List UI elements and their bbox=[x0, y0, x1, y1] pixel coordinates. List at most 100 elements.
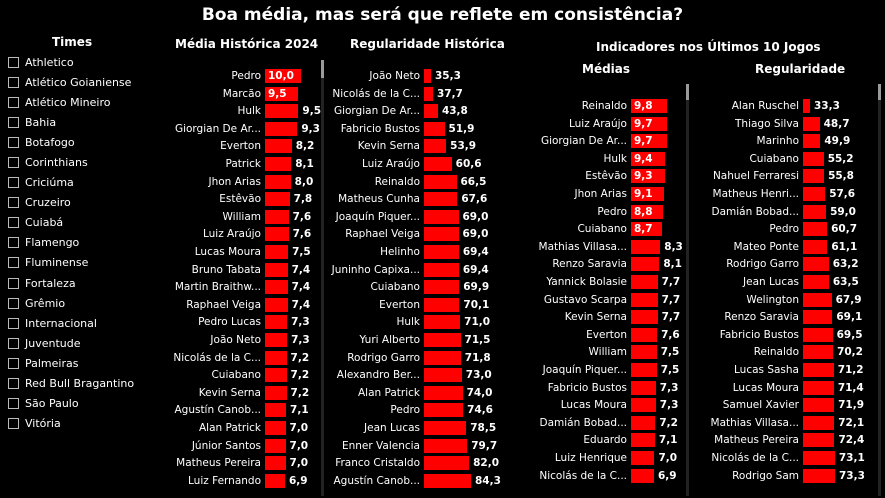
bar-category-label: Welington bbox=[746, 293, 799, 306]
bar-row: Nicolás de la C... 37,7 bbox=[332, 86, 484, 102]
team-option[interactable]: Fortaleza bbox=[8, 273, 140, 293]
team-option[interactable]: Palmeiras bbox=[8, 353, 140, 373]
bar bbox=[424, 297, 460, 312]
bar-row: Welington 67,9 bbox=[700, 292, 876, 308]
checkbox[interactable] bbox=[8, 297, 19, 309]
checkbox[interactable] bbox=[8, 157, 19, 169]
team-option[interactable]: Cuiabá bbox=[8, 213, 140, 233]
bar-row: João Neto 7,3 bbox=[150, 332, 318, 348]
bar-category-label: Nicolás de la C... bbox=[539, 469, 627, 482]
checkbox[interactable] bbox=[8, 116, 19, 128]
checkbox[interactable] bbox=[8, 237, 19, 249]
bar bbox=[265, 438, 286, 453]
bar-value-label: 7,8 bbox=[293, 193, 313, 206]
bar-category-label: Luiz Araújo bbox=[361, 158, 420, 170]
bar-category-label: Yannick Bolasie bbox=[546, 276, 627, 288]
bar-category-label: William bbox=[588, 346, 627, 359]
checkbox[interactable] bbox=[8, 317, 19, 329]
team-option[interactable]: Internacional bbox=[8, 313, 140, 333]
team-option[interactable]: Flamengo bbox=[8, 233, 140, 253]
checkbox[interactable] bbox=[8, 398, 19, 410]
bar-value-label: 57,6 bbox=[829, 188, 856, 200]
bar-value-label: 84,3 bbox=[475, 474, 501, 487]
checkbox[interactable] bbox=[8, 197, 19, 209]
scrollbar-last10-regularidade[interactable] bbox=[878, 84, 881, 496]
bar bbox=[631, 239, 661, 254]
bar bbox=[803, 451, 835, 465]
bar-row: William 7,5 bbox=[516, 344, 684, 360]
bar-value-label: 7,5 bbox=[660, 346, 680, 359]
bar-row: Thiago Silva 48,7 bbox=[700, 116, 876, 132]
team-option[interactable]: Juventude bbox=[8, 333, 140, 353]
team-option[interactable]: Vitória bbox=[8, 414, 140, 434]
checkbox[interactable] bbox=[8, 76, 19, 88]
bar-category-label: Luiz Fernando bbox=[188, 474, 261, 487]
bar bbox=[803, 292, 832, 307]
team-option[interactable]: Athletico bbox=[8, 52, 140, 72]
team-option[interactable]: Bahia bbox=[8, 112, 140, 132]
bar-row: Agustín Canob... 84,3 bbox=[332, 473, 501, 489]
team-option[interactable]: São Paulo bbox=[8, 394, 140, 414]
bar-row: Cuiabano 8,7 bbox=[516, 221, 684, 237]
checkbox[interactable] bbox=[8, 177, 19, 189]
bar-value-label: 7,7 bbox=[661, 276, 681, 288]
bar-row: Giorgian De Ar... 43,8 bbox=[332, 103, 484, 119]
checkbox[interactable] bbox=[8, 257, 19, 269]
teams-slicer-header: Times bbox=[52, 35, 93, 49]
bar-category-label: Jhon Arias bbox=[208, 175, 262, 188]
checkbox[interactable] bbox=[8, 277, 19, 289]
bar bbox=[803, 134, 821, 149]
team-label: Cruzeiro bbox=[25, 196, 71, 210]
bar-category-label: Eduardo bbox=[583, 434, 627, 447]
bar-row: Kevin Serna 53,9 bbox=[332, 138, 484, 154]
bar-value-label: 8,1 bbox=[295, 158, 314, 170]
bar-value-label: 71,9 bbox=[838, 399, 865, 412]
checkbox[interactable] bbox=[8, 418, 19, 430]
team-option[interactable]: Atlético Mineiro bbox=[8, 92, 140, 112]
team-option[interactable]: Red Bull Bragantino bbox=[8, 374, 140, 394]
checkbox[interactable] bbox=[8, 96, 19, 108]
scrollbar-last10-medias[interactable] bbox=[686, 84, 689, 496]
bar-category-label: Mathias Villasa... bbox=[538, 240, 627, 253]
bar bbox=[424, 192, 458, 207]
checkbox[interactable] bbox=[8, 357, 19, 369]
bar-value-label: 7,5 bbox=[660, 364, 680, 376]
checkbox[interactable] bbox=[8, 217, 19, 229]
bar-value-label: 71,8 bbox=[464, 351, 491, 364]
team-option[interactable]: Corinthians bbox=[8, 152, 140, 172]
team-option[interactable]: Grêmio bbox=[8, 293, 140, 313]
checkbox[interactable] bbox=[8, 136, 19, 148]
bar bbox=[424, 333, 461, 347]
checkbox[interactable] bbox=[8, 378, 19, 390]
bar-value-label: 7,2 bbox=[290, 351, 310, 364]
bar-value-label: 43,8 bbox=[441, 105, 468, 118]
team-label: Bahia bbox=[25, 115, 57, 129]
bar-category-label: Lucas Sasha bbox=[734, 364, 799, 376]
bar-row: Fabricio Bustos 7,3 bbox=[516, 380, 684, 396]
bar-value-label: 7,7 bbox=[661, 311, 681, 324]
team-option[interactable]: Fluminense bbox=[8, 253, 140, 273]
bar-category-label: Alan Ruschel bbox=[731, 100, 799, 112]
bar bbox=[265, 315, 288, 330]
bar bbox=[265, 192, 290, 207]
checkbox[interactable] bbox=[8, 56, 19, 68]
bar bbox=[803, 151, 824, 166]
team-option[interactable]: Cruzeiro bbox=[8, 193, 140, 213]
team-option[interactable]: Criciúma bbox=[8, 173, 140, 193]
team-option[interactable]: Botafogo bbox=[8, 132, 140, 152]
bar bbox=[424, 69, 431, 83]
scrollbar-media-historica[interactable] bbox=[321, 60, 324, 496]
teams-slicer: Athletico Atlético Goianiense Atlético Min… bbox=[8, 52, 140, 434]
bar-category-label: Fabricio Bustos bbox=[340, 122, 420, 135]
team-option[interactable]: Atlético Goianiense bbox=[8, 72, 140, 92]
bar-category-label: Jhon Arias bbox=[574, 188, 628, 200]
checkbox[interactable] bbox=[8, 337, 19, 349]
bar-row: Alan Patrick 7,0 bbox=[150, 420, 318, 436]
bar-row: Matheus Pereira 72,4 bbox=[700, 432, 876, 448]
bar-value-label: 9,4 bbox=[634, 152, 653, 165]
bar bbox=[424, 245, 459, 259]
bar-row: Mathias Villasa... 72,1 bbox=[700, 415, 876, 431]
bar bbox=[424, 121, 445, 136]
team-label: Red Bull Bragantino bbox=[25, 377, 135, 391]
bar-category-label: Estêvão bbox=[219, 193, 261, 206]
